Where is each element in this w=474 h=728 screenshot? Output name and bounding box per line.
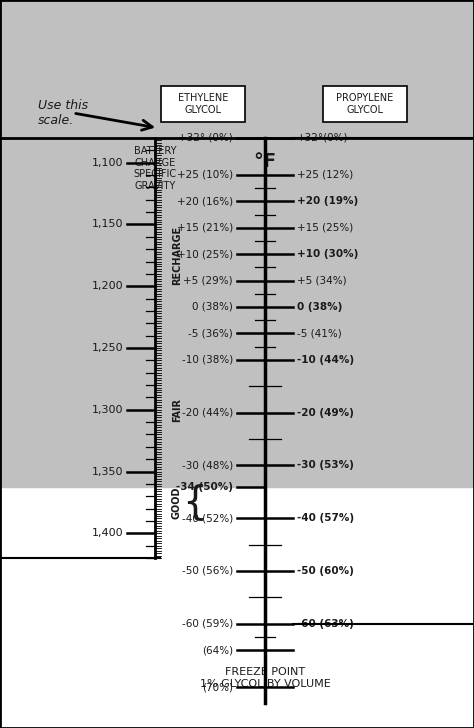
Text: +15 (21%): +15 (21%) xyxy=(177,223,233,233)
Text: -50 (60%): -50 (60%) xyxy=(297,566,354,576)
FancyBboxPatch shape xyxy=(161,86,245,122)
Text: +5 (34%): +5 (34%) xyxy=(297,276,346,285)
FancyBboxPatch shape xyxy=(323,86,407,122)
Text: 1,400: 1,400 xyxy=(91,529,123,538)
Text: +25 (12%): +25 (12%) xyxy=(297,170,353,180)
Text: +15 (25%): +15 (25%) xyxy=(297,223,353,233)
Text: -50 (56%): -50 (56%) xyxy=(182,566,233,576)
Text: -20 (44%): -20 (44%) xyxy=(182,408,233,418)
Text: FAIR: FAIR xyxy=(172,397,182,422)
Text: -30 (53%): -30 (53%) xyxy=(297,460,354,470)
Text: +25 (10%): +25 (10%) xyxy=(177,170,233,180)
Text: +32°(0%): +32°(0%) xyxy=(297,133,348,143)
Text: -10 (44%): -10 (44%) xyxy=(297,355,354,365)
Text: +20 (16%): +20 (16%) xyxy=(177,197,233,206)
Text: BATTERY
CHARGE
SPECIFIC
GRAVITY: BATTERY CHARGE SPECIFIC GRAVITY xyxy=(134,146,176,191)
Text: -5 (41%): -5 (41%) xyxy=(297,328,342,339)
Text: 1,200: 1,200 xyxy=(91,281,123,291)
Text: +32° (0%): +32° (0%) xyxy=(178,133,233,143)
Text: 0 (38%): 0 (38%) xyxy=(192,302,233,312)
Text: Use this
scale.: Use this scale. xyxy=(38,99,88,127)
Text: 1,300: 1,300 xyxy=(91,405,123,415)
Text: +20 (19%): +20 (19%) xyxy=(297,197,358,206)
Text: 1,250: 1,250 xyxy=(91,343,123,353)
Text: ETHYLENE
GLYCOL: ETHYLENE GLYCOL xyxy=(178,93,228,115)
Text: {: { xyxy=(182,483,207,521)
Text: +10 (25%): +10 (25%) xyxy=(177,249,233,259)
Text: °F: °F xyxy=(254,152,276,171)
Text: (64%): (64%) xyxy=(202,645,233,655)
Text: -34 (50%): -34 (50%) xyxy=(176,481,233,491)
Text: GOOD: GOOD xyxy=(172,486,182,518)
Text: 1,350: 1,350 xyxy=(91,467,123,477)
Text: -20 (49%): -20 (49%) xyxy=(297,408,354,418)
Text: FREEZE POINT
1% GLYCOL BY VOLUME: FREEZE POINT 1% GLYCOL BY VOLUME xyxy=(200,667,330,689)
Text: -40 (57%): -40 (57%) xyxy=(297,513,354,523)
Text: -60 (59%): -60 (59%) xyxy=(182,619,233,629)
Text: +10 (30%): +10 (30%) xyxy=(297,249,358,259)
Text: +5 (29%): +5 (29%) xyxy=(183,276,233,285)
Text: 0 (38%): 0 (38%) xyxy=(297,302,342,312)
Text: 1,100: 1,100 xyxy=(91,158,123,167)
Text: -40 (52%): -40 (52%) xyxy=(182,513,233,523)
Text: PROPYLENE
GLYCOL: PROPYLENE GLYCOL xyxy=(337,93,393,115)
Text: -10 (38%): -10 (38%) xyxy=(182,355,233,365)
Text: RECHARGE: RECHARGE xyxy=(172,226,182,285)
Text: -30 (48%): -30 (48%) xyxy=(182,460,233,470)
Text: 1,150: 1,150 xyxy=(91,219,123,229)
Text: (70%): (70%) xyxy=(202,682,233,692)
Text: -60 (63%): -60 (63%) xyxy=(297,619,354,629)
Text: -5 (36%): -5 (36%) xyxy=(188,328,233,339)
